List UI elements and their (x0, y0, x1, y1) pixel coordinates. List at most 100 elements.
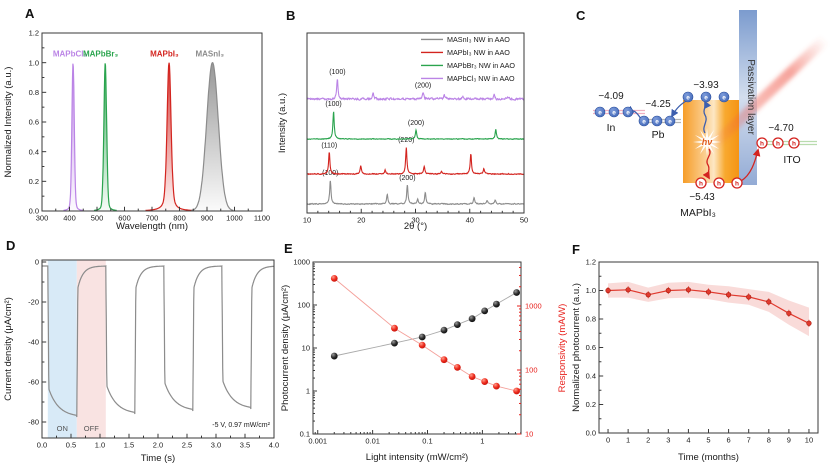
data-point (766, 299, 772, 305)
error-band (608, 281, 809, 337)
y-axis-label: Current density (μA/cm²) (3, 297, 14, 401)
ito-label: ITO (783, 154, 800, 166)
electron-symbol: e (638, 115, 650, 127)
y-left-tick: 100 (297, 301, 310, 310)
responsivity-line (334, 278, 517, 392)
x-tick: 0.0 (37, 441, 47, 450)
responsivity-point (493, 382, 500, 390)
y-tick: 1.2 (29, 29, 39, 38)
x-tick: 1 (480, 437, 484, 446)
on-label: ON (57, 424, 68, 433)
peak-annotation: (100) (322, 170, 338, 177)
hole-symbol: h (772, 137, 784, 149)
pl-peak-MAPbCl₃ (63, 63, 83, 212)
y-axis-label: Normalized photocurrent (a.u.) (571, 283, 582, 412)
photocurrent-point (418, 333, 426, 341)
x-axis-label: Time (months) (678, 452, 739, 463)
panel-label-d: D (6, 238, 16, 253)
passivation-layer-bar (739, 10, 757, 185)
hole-transfer-to-ito-arrow (740, 148, 761, 182)
panel-d-photoswitching-chart: 0.0 0.5 1.0 1.5 2.0 2.5 3.0 3.5 4.0 0 -20 -40 -60 -80… (3, 258, 279, 464)
photocurrent-point (468, 315, 476, 323)
x-tick: 900 (201, 214, 214, 223)
pb-energy-level: −4.25 (645, 99, 671, 110)
electron-symbol: e (664, 115, 676, 127)
light-beam (705, 34, 831, 153)
legend-label: MASnI₃ NW in AAO (447, 35, 510, 44)
svg-text:e: e (598, 109, 602, 116)
passivation-layer-label: Passivation layer (745, 59, 756, 135)
peak-annotation: (100) (325, 101, 341, 108)
svg-text:e: e (704, 94, 708, 101)
svg-text:e: e (612, 109, 616, 116)
valence-band-level: −5.43 (689, 192, 715, 203)
pl-peak-MAPbBr₃ (93, 63, 117, 212)
x-tick: 0.1 (422, 437, 432, 446)
x-tick: 400 (63, 214, 76, 223)
photocurrent-point (493, 300, 500, 308)
off-label: OFF (84, 424, 99, 433)
hole-symbol: h (695, 177, 707, 189)
y-left-axis-label: Photocurrent density (μA/cm²) (280, 285, 291, 411)
y-tick: -40 (28, 338, 39, 347)
y-tick: 0.2 (29, 177, 39, 186)
x-tick: 1100 (254, 214, 270, 223)
responsivity-point (513, 387, 521, 395)
panel-label-b: B (286, 8, 296, 23)
y-tick: 0.0 (586, 429, 596, 438)
svg-text:e: e (668, 118, 672, 125)
peak-annotation: (110) (321, 142, 337, 149)
x-tick: 3 (666, 436, 670, 445)
data-point (705, 289, 712, 295)
y-tick: -60 (28, 378, 39, 387)
electron-excitation-arrow (703, 100, 712, 134)
y-right-tick: 1000 (525, 302, 542, 311)
y-tick: 0.4 (586, 372, 596, 381)
x-tick: 8 (767, 436, 771, 445)
x-tick: 2.0 (153, 441, 163, 450)
current-trace (42, 265, 274, 418)
on-region (47, 260, 77, 438)
electron-symbol: e (651, 115, 663, 127)
x-tick: 700 (146, 214, 159, 223)
series-label-MASnI₃: MASnI₃ (195, 50, 224, 59)
data-point (806, 320, 812, 326)
pl-peak-MASnI₃ (191, 62, 234, 212)
y-axis-label: Intensity (a.u.) (277, 93, 288, 153)
y-tick: 0.6 (29, 118, 39, 127)
peak-annotation: (220) (398, 137, 414, 144)
responsivity-point (481, 378, 489, 385)
photocurrent-point (330, 352, 338, 360)
y-tick: -80 (28, 418, 39, 427)
x-tick: 1.0 (95, 441, 105, 450)
panel-c-band-diagram: hν e e e e e e e e e h h h h h h −4.09 In −4.25 Pb −3.93 −5.4… (593, 10, 831, 219)
responsivity-point (468, 373, 476, 380)
x-tick: 600 (118, 214, 131, 223)
panel-label-f: F (572, 242, 580, 257)
mapbi3-label: MAPbI₃ (680, 207, 716, 219)
panel-b-xrd-chart: (100) (200) (110) (220) (100) (200) (100) (200)… (277, 32, 528, 232)
y-right-axis-label: Responsivity (mA/W) (557, 304, 568, 393)
x-tick: 50 (520, 216, 528, 225)
hole-symbol: h (713, 177, 725, 189)
x-tick: 0.01 (365, 437, 380, 446)
series-label-MAPbI₃: MAPbI₃ (150, 50, 179, 59)
series-label-MAPbBr₃: MAPbBr₃ (83, 50, 119, 59)
hole-symbol: h (731, 177, 743, 189)
responsivity-point (391, 324, 398, 332)
svg-text:h: h (717, 180, 721, 187)
data-point (605, 287, 611, 294)
x-tick: 3.0 (211, 441, 221, 450)
hole-symbol: h (788, 137, 800, 149)
x-axis-label: 2θ (°) (404, 221, 427, 232)
legend-item-MASnI₃ NW in AAO: MASnI₃ NW in AAO (421, 35, 510, 44)
off-region (76, 260, 106, 438)
svg-text:e: e (626, 109, 630, 116)
photocurrent-point (481, 307, 489, 315)
x-tick: 10 (303, 216, 311, 225)
x-tick: 1.5 (124, 441, 134, 450)
in-label: In (607, 122, 616, 134)
legend-item-MAPbI₃ NW in AAO: MAPbI₃ NW in AAO (421, 48, 510, 57)
y-tick: 0.0 (29, 207, 39, 216)
x-axis-label: Time (s) (141, 453, 175, 464)
